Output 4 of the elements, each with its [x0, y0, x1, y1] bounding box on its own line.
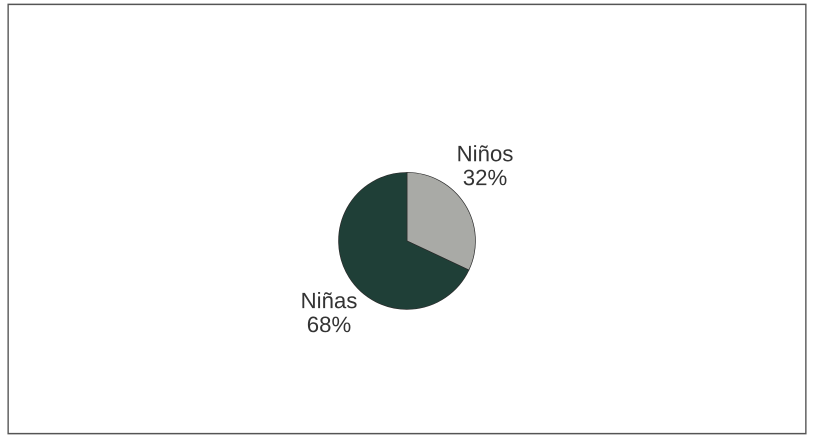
slice-label: Niños [458, 145, 513, 162]
slice-label: Niñas [302, 292, 357, 308]
data-label: 68% [308, 316, 350, 332]
data-label: 32% [464, 170, 506, 186]
